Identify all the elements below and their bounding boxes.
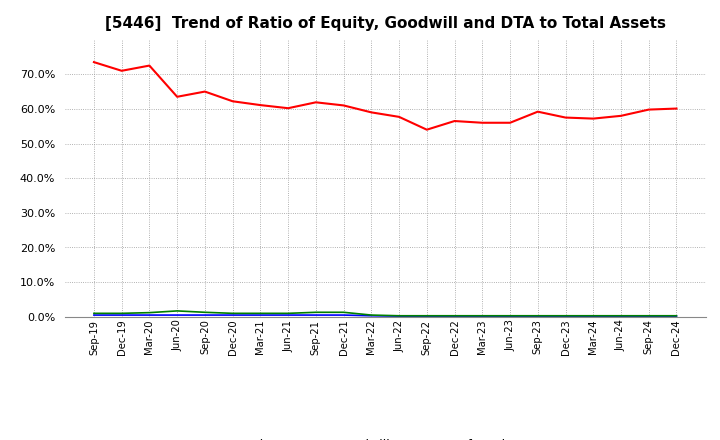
Deferred Tax Assets: [672, 313, 681, 319]
Goodwill: [644, 313, 653, 319]
Goodwill: [589, 313, 598, 319]
Equity: [367, 110, 376, 115]
Deferred Tax Assets: [395, 313, 403, 319]
Deferred Tax Assets: [312, 310, 320, 315]
Equity: [228, 99, 237, 104]
Goodwill: [534, 313, 542, 319]
Goodwill: [284, 312, 292, 318]
Equity: [173, 94, 181, 99]
Goodwill: [478, 313, 487, 319]
Goodwill: [256, 312, 265, 318]
Deferred Tax Assets: [561, 313, 570, 319]
Deferred Tax Assets: [616, 313, 625, 319]
Equity: [89, 59, 98, 65]
Deferred Tax Assets: [145, 310, 154, 315]
Equity: [478, 120, 487, 125]
Equity: [201, 89, 210, 94]
Deferred Tax Assets: [256, 311, 265, 316]
Goodwill: [228, 312, 237, 318]
Equity: [561, 115, 570, 120]
Deferred Tax Assets: [505, 313, 514, 319]
Goodwill: [505, 313, 514, 319]
Equity: [256, 103, 265, 108]
Equity: [117, 68, 126, 73]
Goodwill: [201, 312, 210, 318]
Equity: [505, 120, 514, 125]
Equity: [395, 114, 403, 120]
Equity: [284, 106, 292, 111]
Goodwill: [395, 313, 403, 319]
Deferred Tax Assets: [644, 313, 653, 319]
Equity: [312, 100, 320, 105]
Goodwill: [173, 312, 181, 318]
Goodwill: [616, 313, 625, 319]
Goodwill: [367, 313, 376, 319]
Goodwill: [561, 313, 570, 319]
Goodwill: [672, 313, 681, 319]
Deferred Tax Assets: [89, 311, 98, 316]
Equity: [534, 109, 542, 114]
Goodwill: [89, 312, 98, 318]
Deferred Tax Assets: [201, 310, 210, 315]
Goodwill: [450, 313, 459, 319]
Deferred Tax Assets: [228, 311, 237, 316]
Deferred Tax Assets: [534, 313, 542, 319]
Equity: [589, 116, 598, 121]
Line: Goodwill: Goodwill: [94, 315, 677, 316]
Deferred Tax Assets: [450, 313, 459, 319]
Goodwill: [117, 312, 126, 318]
Deferred Tax Assets: [423, 313, 431, 319]
Equity: [339, 103, 348, 108]
Goodwill: [312, 312, 320, 318]
Deferred Tax Assets: [117, 311, 126, 316]
Deferred Tax Assets: [173, 308, 181, 314]
Deferred Tax Assets: [478, 313, 487, 319]
Deferred Tax Assets: [367, 312, 376, 318]
Goodwill: [145, 312, 154, 318]
Title: [5446]  Trend of Ratio of Equity, Goodwill and DTA to Total Assets: [5446] Trend of Ratio of Equity, Goodwil…: [104, 16, 666, 32]
Goodwill: [339, 312, 348, 318]
Equity: [145, 63, 154, 68]
Equity: [672, 106, 681, 111]
Line: Equity: Equity: [94, 62, 677, 130]
Equity: [423, 127, 431, 132]
Line: Deferred Tax Assets: Deferred Tax Assets: [94, 311, 677, 316]
Deferred Tax Assets: [589, 313, 598, 319]
Deferred Tax Assets: [284, 311, 292, 316]
Goodwill: [423, 313, 431, 319]
Equity: [644, 107, 653, 112]
Equity: [616, 113, 625, 118]
Deferred Tax Assets: [339, 310, 348, 315]
Equity: [450, 118, 459, 124]
